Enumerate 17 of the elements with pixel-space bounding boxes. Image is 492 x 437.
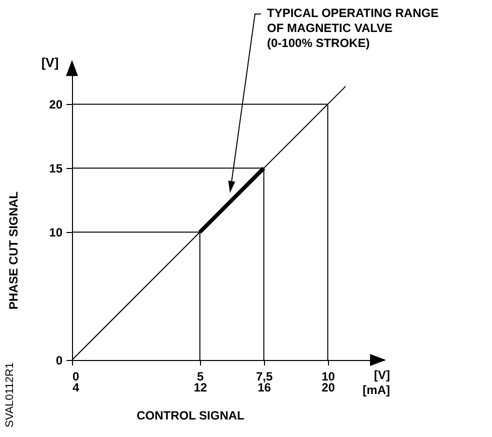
text: [V] [mA] [362,368,390,397]
text: SVAL0112R1 [4,362,16,428]
y-tick-label: 10 [49,226,63,240]
x2-tick-label: 12 [194,380,208,394]
y-axis-title: PHASE CUT SIGNAL [6,191,20,310]
y-tick-label: 0 [56,354,63,368]
text: [V] [41,55,59,70]
x-tick-label: 10 [322,370,336,384]
y-tick-label: 20 [49,98,63,112]
text: TYPICAL OPERATING RANGE OF MAGNETIC VALVE (0-100% STROKE) [267,6,439,50]
x-tick-label: 5 [197,370,204,384]
x-axis-title: CONTROL SIGNAL [136,408,244,422]
x2-tick-label: 20 [322,380,336,394]
x-tick-label: 0 [72,370,80,384]
x2-tick-label: 4 [72,380,80,394]
y-tick-label: 15 [49,162,63,176]
x-tick-label: 7,5 [256,370,273,384]
